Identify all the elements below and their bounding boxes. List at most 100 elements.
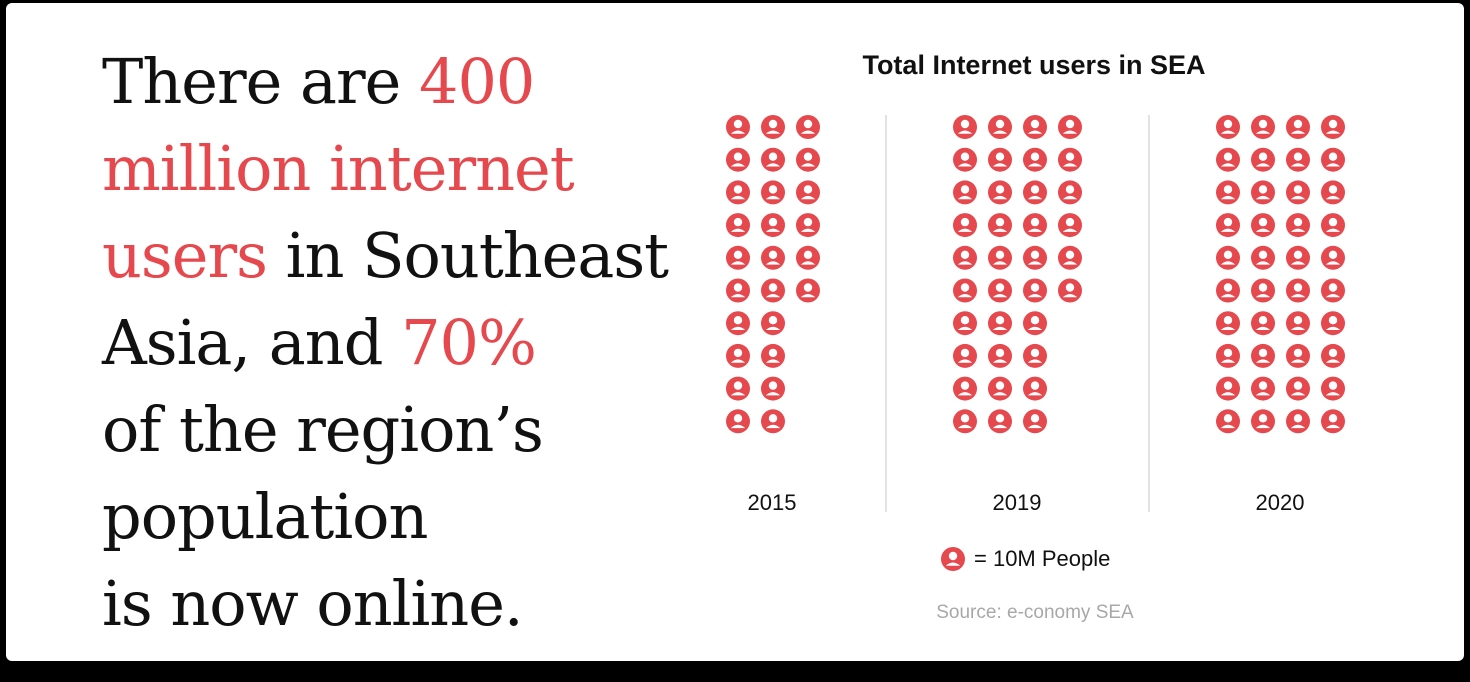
person-icon: [1321, 147, 1345, 172]
headline-text: is now online.: [102, 567, 524, 640]
person-icon: [988, 311, 1012, 336]
person-icon: [1286, 343, 1310, 368]
person-icon: [796, 278, 820, 303]
person-icon: [988, 115, 1012, 139]
person-icon: [1286, 245, 1310, 270]
person-icon: [1251, 343, 1275, 368]
person-icon: [1251, 278, 1275, 303]
person-icon: [988, 245, 1012, 270]
person-icon: [1321, 343, 1345, 368]
person-icon: [941, 547, 965, 571]
person-icon: [726, 376, 750, 401]
person-icon: [796, 213, 820, 238]
person-icon: [726, 115, 750, 139]
person-icon: [1216, 245, 1240, 270]
person-icon: [1023, 376, 1047, 401]
headline-highlight: 70%: [401, 306, 537, 379]
headline-highlight: million internet: [102, 132, 575, 205]
person-icon: [1321, 278, 1345, 303]
person-icon: [953, 409, 977, 434]
person-icon: [1216, 278, 1240, 303]
person-icon: [953, 115, 977, 139]
person-icon: [988, 409, 1012, 434]
person-icon: [1023, 278, 1047, 303]
person-icon: [953, 278, 977, 303]
person-icon: [1216, 376, 1240, 401]
person-icon: [726, 278, 750, 303]
person-icon: [1251, 409, 1275, 434]
person-icon: [953, 376, 977, 401]
person-icon: [1286, 311, 1310, 336]
chart-title: Total Internet users in SEA: [862, 50, 1206, 80]
person-icon: [953, 180, 977, 205]
person-icon: [1023, 245, 1047, 270]
person-icon: [1251, 245, 1275, 270]
person-icon: [726, 311, 750, 336]
person-icon: [761, 311, 785, 336]
person-icon: [1058, 245, 1082, 270]
person-icon: [761, 343, 785, 368]
person-icon: [1286, 147, 1310, 172]
person-icon: [726, 245, 750, 270]
person-icon: [1321, 213, 1345, 238]
person-icon: [796, 180, 820, 205]
bar-2019: [953, 115, 1082, 434]
headline-line: population: [102, 473, 662, 560]
person-icon: [796, 115, 820, 139]
person-icon: [1321, 245, 1345, 270]
person-icon: [1251, 115, 1275, 139]
person-icon: [1023, 409, 1047, 434]
person-icon: [1216, 180, 1240, 205]
headline-line: of the region’s: [102, 386, 662, 473]
person-icon: [761, 180, 785, 205]
person-icon: [988, 180, 1012, 205]
person-icon: [1023, 147, 1047, 172]
person-icon: [1058, 147, 1082, 172]
headline-line: million internet: [102, 125, 662, 212]
person-icon: [988, 278, 1012, 303]
headline-line: Asia, and 70%: [102, 299, 662, 386]
person-icon: [1286, 278, 1310, 303]
person-icon: [1058, 278, 1082, 303]
bar-2020: [1216, 115, 1345, 434]
person-icon: [761, 376, 785, 401]
headline-highlight: 400: [419, 45, 535, 118]
person-icon: [953, 213, 977, 238]
person-icon: [1023, 343, 1047, 368]
person-icon: [1251, 213, 1275, 238]
person-icon: [1251, 376, 1275, 401]
person-icon: [953, 343, 977, 368]
person-icon: [1321, 311, 1345, 336]
person-icon: [1058, 115, 1082, 139]
person-icon: [1321, 409, 1345, 434]
person-icon: [796, 147, 820, 172]
person-icon: [1286, 115, 1310, 139]
legend: = 10M People: [940, 546, 1110, 572]
person-icon: [988, 343, 1012, 368]
person-icon: [726, 180, 750, 205]
person-icon: [1216, 147, 1240, 172]
headline-text: in Southeast: [266, 219, 669, 292]
headline-highlight: users: [102, 219, 268, 292]
headline-text: population: [102, 480, 428, 553]
year-label-2019: 2019: [992, 490, 1042, 515]
year-label-2020: 2020: [1255, 490, 1305, 515]
year-label-2015: 2015: [747, 490, 797, 515]
person-icon: [953, 311, 977, 336]
person-icon: [1251, 311, 1275, 336]
person-icon: [1286, 409, 1310, 434]
person-icon: [761, 213, 785, 238]
person-icon: [726, 409, 750, 434]
headline-text: There are: [102, 45, 420, 118]
person-icon: [1216, 343, 1240, 368]
person-icon: [726, 147, 750, 172]
person-icon: [1058, 213, 1082, 238]
person-icon: [1321, 115, 1345, 139]
person-icon: [988, 213, 1012, 238]
person-icon: [1286, 213, 1310, 238]
person-icon: [988, 147, 1012, 172]
legend-label: = 10M People: [974, 546, 1111, 571]
person-icon: [761, 245, 785, 270]
person-icon: [988, 376, 1012, 401]
